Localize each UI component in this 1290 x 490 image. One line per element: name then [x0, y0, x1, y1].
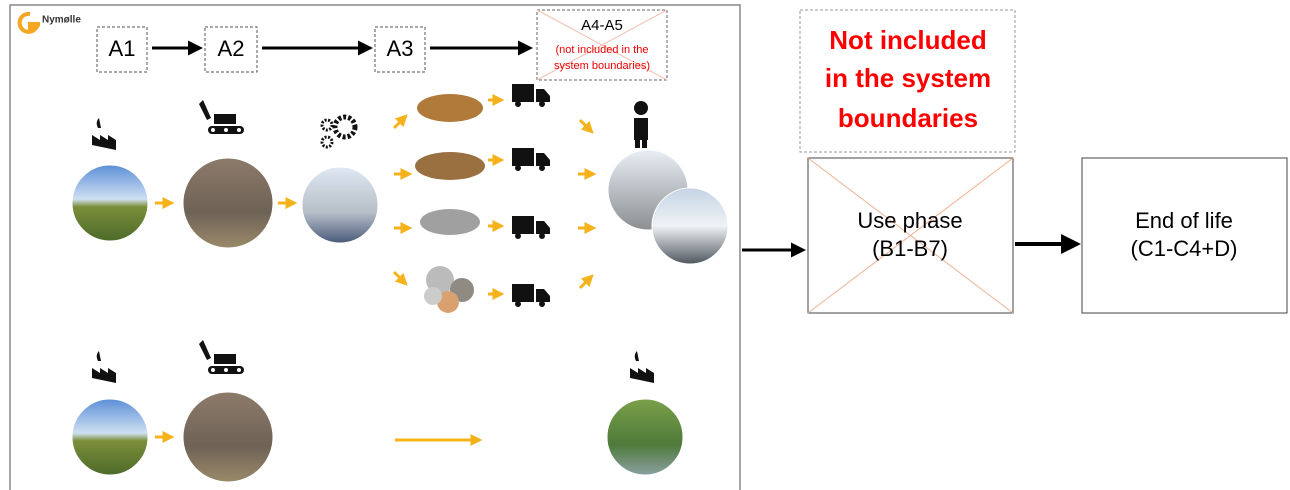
excluded-note: Not included [829, 25, 986, 55]
logo-text: Nymølle [42, 15, 81, 26]
stage-label: A3 [387, 36, 414, 61]
photos [72, 150, 728, 482]
excluded-note: boundaries [838, 103, 978, 133]
logo: Nymølle [20, 14, 82, 32]
end-of-life-label: End of life [1135, 208, 1233, 233]
stage-label: A2 [218, 36, 245, 61]
use-phase-label: (B1-B7) [872, 236, 948, 261]
aggregates [415, 94, 485, 313]
stage-row: A1 A2 A3 A4-A5 (not included in the syst… [97, 10, 667, 80]
a4-a5-note: system boundaries) [554, 60, 650, 72]
a4-a5-label: A4-A5 [581, 17, 623, 34]
icons [92, 100, 654, 383]
excluded-note: in the system [825, 63, 991, 93]
end-of-life-label: (C1-C4+D) [1131, 236, 1238, 261]
a4-a5-note: (not included in the [556, 44, 649, 56]
diagram: Nymølle A1 A2 A3 A4-A5 (not included in … [0, 0, 1290, 490]
use-phase-label: Use phase [857, 208, 962, 233]
stage-label: A1 [109, 36, 136, 61]
trucks [512, 84, 550, 307]
